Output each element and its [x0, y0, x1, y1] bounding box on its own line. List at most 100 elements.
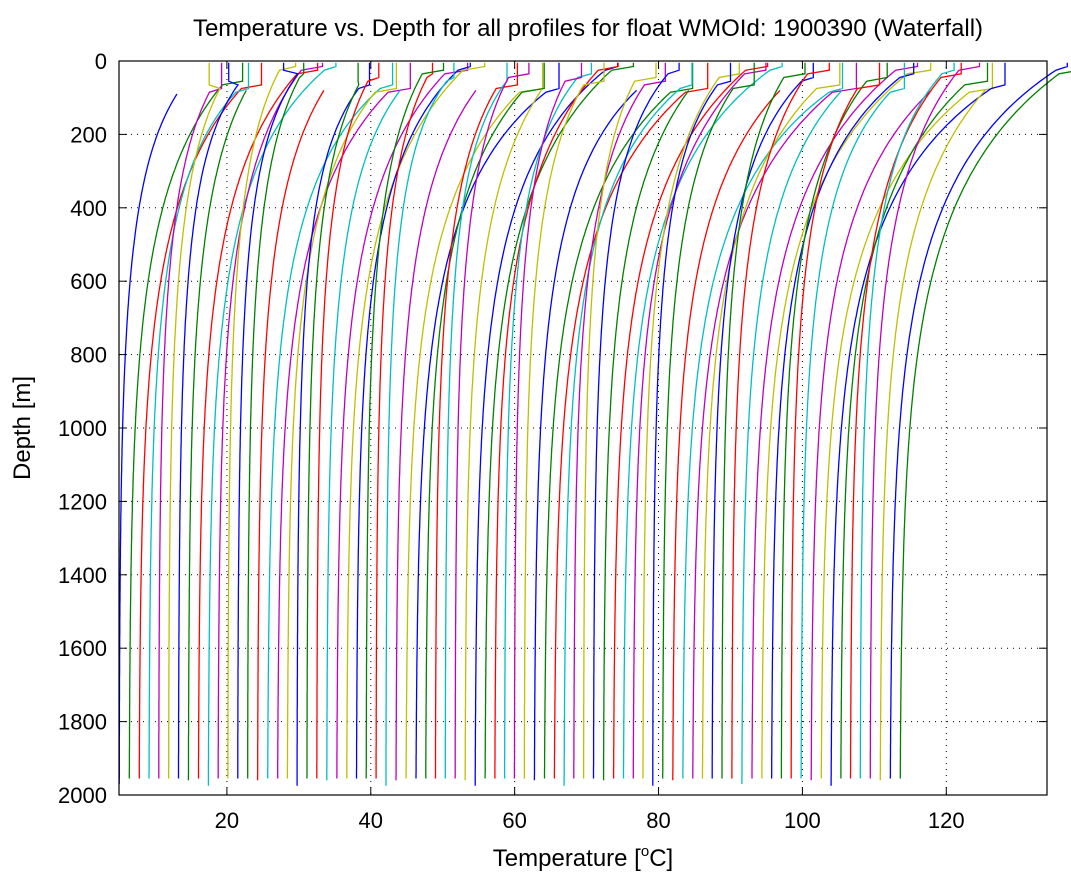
- profile-line: [158, 62, 223, 779]
- profile-line: [227, 62, 297, 779]
- profile-line: [849, 62, 962, 779]
- profile-line: [177, 62, 240, 779]
- profile-line: [444, 62, 508, 779]
- profile-line: [563, 62, 693, 786]
- y-axis-label: Depth [m]: [9, 376, 36, 480]
- profile-line: [336, 62, 469, 779]
- y-tick-label: 200: [70, 122, 107, 147]
- profile-line: [306, 62, 360, 779]
- profile-line: [197, 62, 319, 779]
- profile-line: [810, 89, 932, 781]
- profile-line: [434, 62, 519, 779]
- profile-line: [889, 62, 1068, 779]
- profile-line: [652, 62, 732, 786]
- x-axis-label: Temperature [oC]: [493, 843, 673, 872]
- profile-line: [741, 89, 843, 784]
- profile-line: [187, 90, 247, 781]
- y-tick-label: 600: [70, 269, 107, 294]
- profile-line: [464, 90, 542, 781]
- profile-line: [533, 89, 638, 781]
- profile-line: [217, 62, 324, 779]
- profile-line: [692, 62, 858, 779]
- profile-line: [494, 62, 619, 779]
- profile-line: [237, 62, 299, 779]
- y-tick-label: 2000: [58, 783, 107, 808]
- profile-line: [256, 90, 325, 781]
- profile-line: [296, 62, 371, 786]
- profile-line: [425, 62, 545, 779]
- profile-line: [474, 62, 619, 786]
- profile-line: [899, 71, 1071, 779]
- profile-line: [859, 62, 955, 779]
- profile-line: [553, 62, 709, 779]
- profile-line: [612, 62, 769, 779]
- profile-line: [672, 89, 781, 781]
- profile-line: [267, 62, 394, 779]
- y-axis-ticks: 0 200 400 600 800 1000 1200 1400 1600 1800 2000: [58, 49, 1047, 808]
- profile-line: [662, 62, 755, 779]
- profile-line: [622, 62, 783, 779]
- profile-line: [118, 93, 178, 784]
- profile-line: [513, 62, 583, 779]
- profile-line: [415, 62, 560, 779]
- profile-line: [731, 62, 830, 779]
- profile-line: [770, 62, 915, 779]
- y-tick-label: 0: [95, 49, 107, 74]
- x-tick-label: 60: [502, 808, 526, 833]
- profile-line: [780, 62, 888, 779]
- profile-line: [167, 62, 221, 779]
- grid-lines: [119, 61, 1047, 795]
- profile-line: [879, 89, 986, 781]
- y-tick-label: 1200: [58, 489, 107, 514]
- y-tick-label: 1600: [58, 636, 107, 661]
- profile-line: [365, 62, 445, 779]
- profile-line: [207, 62, 337, 786]
- x-axis-ticks: 20 40 60 80 100 120: [215, 61, 965, 833]
- profile-line: [701, 62, 841, 779]
- profile-line: [454, 62, 530, 779]
- profile-line: [632, 62, 767, 779]
- profile-line: [405, 62, 544, 779]
- profile-line: [543, 62, 694, 779]
- x-tick-label: 20: [215, 808, 239, 833]
- x-tick-label: 100: [784, 808, 821, 833]
- profile-line: [247, 62, 305, 779]
- profile-line: [642, 62, 740, 779]
- x-tick-label: 120: [928, 808, 965, 833]
- profile-line: [346, 62, 486, 779]
- profile-line: [385, 62, 455, 786]
- profile-lines: [118, 62, 1071, 786]
- profile-line: [277, 62, 411, 779]
- profile-line: [375, 62, 434, 779]
- profile-line: [840, 62, 989, 779]
- profile-line: [503, 62, 593, 779]
- y-tick-label: 1800: [58, 710, 107, 735]
- y-tick-label: 400: [70, 196, 107, 221]
- y-tick-label: 1000: [58, 416, 107, 441]
- profile-line: [286, 62, 398, 779]
- profile-line: [602, 90, 690, 781]
- y-tick-label: 800: [70, 343, 107, 368]
- profile-line: [869, 62, 981, 779]
- profile-line: [790, 62, 881, 779]
- profile-line: [800, 62, 906, 779]
- profile-line: [355, 62, 471, 779]
- profile-line: [326, 90, 401, 781]
- y-tick-label: 1400: [58, 563, 107, 588]
- profile-line: [682, 62, 844, 779]
- x-tick-label: 80: [646, 808, 670, 833]
- profile-line: [830, 62, 1006, 786]
- profile-line: [523, 62, 605, 779]
- profile-line: [592, 62, 680, 779]
- profile-line: [582, 62, 657, 779]
- x-tick-label: 40: [359, 808, 383, 833]
- chart-title: Temperature vs. Depth for all profiles f…: [193, 15, 983, 42]
- profile-line: [721, 62, 806, 779]
- profile-line: [148, 62, 250, 779]
- profile-line: [395, 90, 477, 781]
- profile-line: [316, 62, 380, 779]
- profile-line: [751, 62, 919, 779]
- profile-line: [128, 62, 244, 779]
- profile-line: [820, 62, 994, 779]
